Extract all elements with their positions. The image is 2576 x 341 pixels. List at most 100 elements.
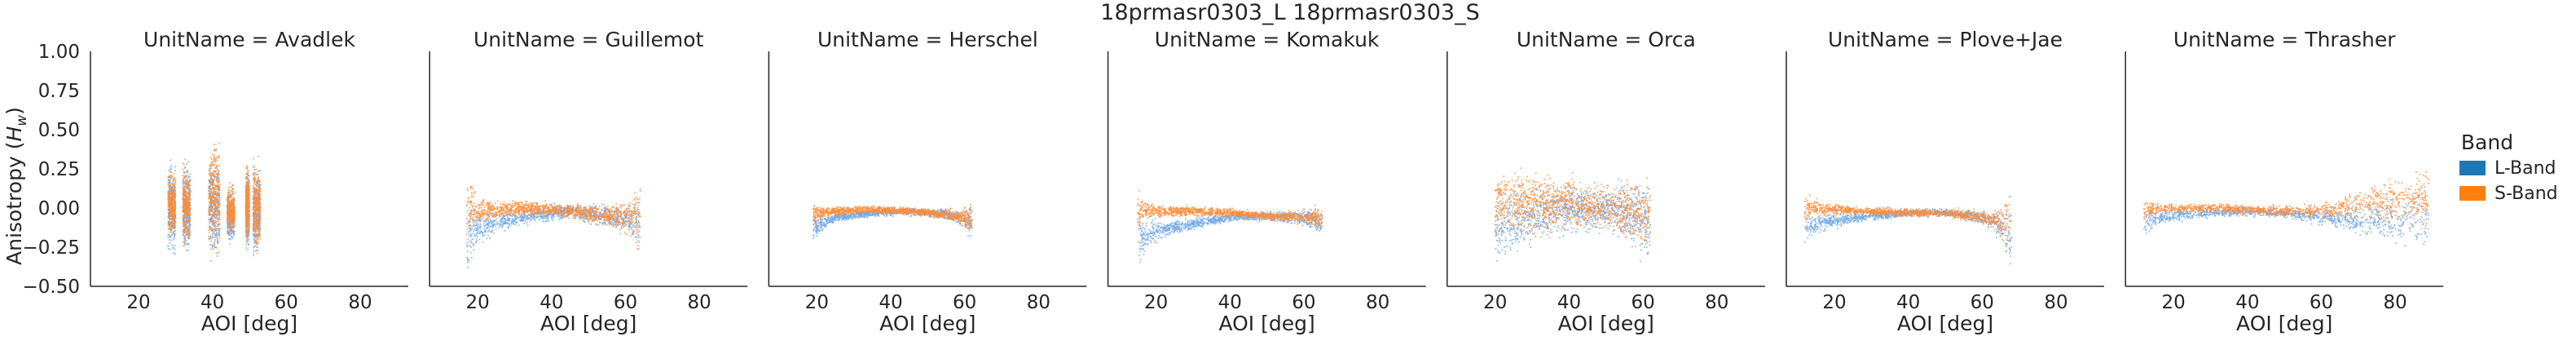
data-point <box>214 241 216 242</box>
data-point <box>482 232 483 233</box>
data-point <box>531 216 532 218</box>
data-point <box>484 225 486 227</box>
data-point <box>168 184 170 186</box>
data-point <box>183 232 185 233</box>
data-point <box>171 175 173 176</box>
data-point <box>217 180 218 182</box>
x-tick-label: 60 <box>275 292 298 313</box>
data-point <box>218 228 220 230</box>
data-point <box>187 235 188 237</box>
data-point <box>210 191 212 193</box>
data-point <box>218 179 220 181</box>
data-point <box>214 210 216 211</box>
data-point <box>476 238 478 240</box>
data-point <box>231 203 233 205</box>
data-point <box>258 221 259 223</box>
data-point <box>188 193 190 194</box>
data-point <box>551 219 553 220</box>
data-point <box>493 219 495 221</box>
data-point <box>215 193 217 195</box>
data-point <box>170 175 171 177</box>
data-point <box>171 240 173 241</box>
data-point <box>485 222 487 224</box>
data-point <box>214 203 216 205</box>
data-point <box>637 237 639 238</box>
data-point <box>504 220 505 222</box>
data-point <box>640 188 641 190</box>
data-point <box>253 175 254 176</box>
data-point <box>231 233 232 235</box>
data-point <box>231 237 233 239</box>
data-point <box>186 217 187 219</box>
data-point <box>482 218 483 219</box>
data-point <box>479 239 481 241</box>
data-point <box>255 213 257 215</box>
data-point <box>258 186 259 188</box>
data-point <box>496 218 498 219</box>
data-point <box>218 251 220 253</box>
data-point <box>209 232 210 233</box>
data-point <box>184 203 186 205</box>
data-point <box>231 227 232 228</box>
data-point <box>501 226 503 228</box>
data-point <box>174 222 176 224</box>
data-point <box>483 223 485 224</box>
data-point <box>170 224 172 225</box>
data-point <box>217 165 218 166</box>
data-point <box>229 223 231 224</box>
data-point <box>471 228 473 230</box>
data-point <box>217 255 218 257</box>
data-point <box>184 241 186 242</box>
data-point <box>214 237 215 238</box>
data-point <box>489 237 491 239</box>
data-point <box>253 231 254 232</box>
data-point <box>255 169 257 170</box>
data-point <box>470 230 472 232</box>
data-point <box>526 216 528 218</box>
data-point <box>187 198 188 200</box>
data-point <box>184 191 186 193</box>
data-point <box>255 237 257 238</box>
data-point <box>210 178 212 179</box>
data-point <box>482 236 483 237</box>
data-point <box>258 213 260 215</box>
data-point <box>170 215 171 217</box>
data-point <box>495 225 497 227</box>
data-point <box>173 231 174 232</box>
data-point <box>637 205 639 206</box>
panel-title: UnitName = Guillemot <box>473 28 704 51</box>
data-point <box>638 220 640 222</box>
data-point <box>253 183 255 184</box>
data-point <box>189 231 191 232</box>
data-point <box>169 228 170 229</box>
data-point <box>246 232 248 234</box>
data-point <box>218 228 219 229</box>
data-point <box>186 215 187 216</box>
data-point <box>183 163 184 165</box>
data-point <box>174 215 175 217</box>
data-point <box>213 214 214 215</box>
data-point <box>188 201 190 202</box>
data-point <box>257 244 258 246</box>
data-point <box>218 157 219 158</box>
y-tick-label: 0.00 <box>38 198 80 219</box>
data-point <box>183 183 184 184</box>
data-point <box>214 187 215 188</box>
data-point <box>209 223 210 224</box>
data-point <box>487 219 488 221</box>
data-point <box>187 172 188 174</box>
x-tick-label: 40 <box>200 292 224 313</box>
data-point <box>509 225 511 227</box>
data-point <box>523 223 525 224</box>
data-point <box>232 219 234 220</box>
data-point <box>470 252 472 254</box>
data-point <box>218 210 220 211</box>
data-point <box>187 226 189 228</box>
data-point <box>186 230 187 232</box>
data-point <box>173 185 174 187</box>
data-point <box>187 187 188 188</box>
data-point <box>473 243 475 245</box>
data-point <box>210 175 212 177</box>
data-point <box>636 248 638 250</box>
